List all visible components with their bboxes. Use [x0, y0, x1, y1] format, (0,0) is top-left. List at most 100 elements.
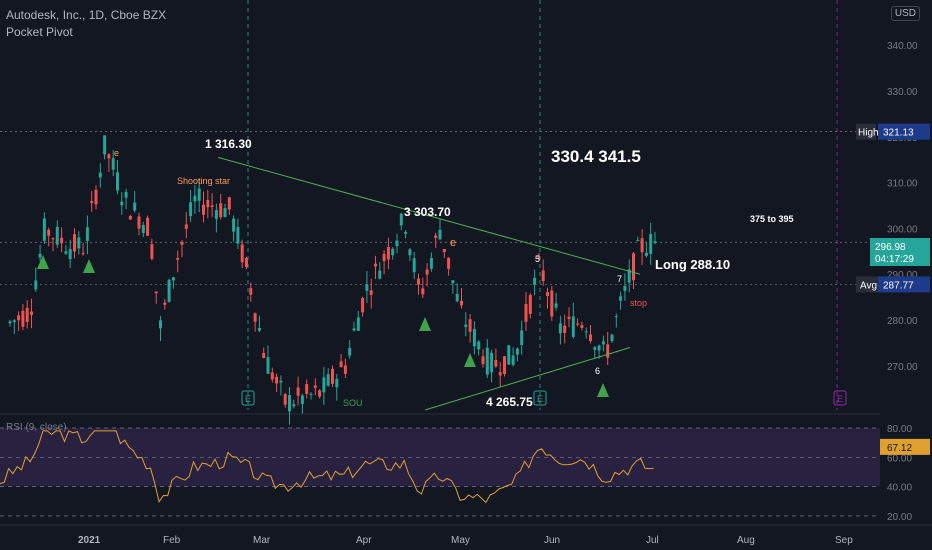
candle-body — [240, 244, 244, 263]
candle-body — [399, 213, 403, 226]
pocket-pivot-marker — [597, 383, 609, 397]
candle-body — [541, 270, 545, 281]
rsi-title: RSI (9, close) — [6, 422, 67, 433]
candle-body — [12, 320, 16, 322]
label-point-1: 1 316.30 — [205, 137, 252, 151]
label-targets: 330.4 341.5 — [551, 147, 641, 166]
high-label-bg — [856, 123, 876, 140]
candle-body — [202, 204, 205, 215]
candle-body — [257, 328, 261, 331]
candle-body — [442, 248, 446, 253]
indicator-label[interactable]: Pocket Pivot — [6, 25, 73, 39]
candle-body — [249, 288, 253, 295]
candle-body — [421, 288, 425, 295]
candle-body — [649, 233, 653, 254]
label-wave-5: 5 — [535, 254, 540, 264]
candle-body — [528, 294, 532, 314]
label-point-4: 4 265.75 — [486, 395, 533, 409]
candle-body — [610, 334, 614, 342]
upper-trendline — [217, 156, 641, 275]
earnings-flag — [833, 390, 847, 406]
candle-body — [606, 344, 610, 358]
rsi-tick: 40.00 — [887, 483, 912, 494]
candle-body — [524, 303, 528, 322]
time-tick: Sep — [835, 535, 853, 546]
candle-body — [515, 348, 519, 355]
label-wave-7: 7 — [617, 274, 622, 284]
time-tick: May — [451, 535, 470, 546]
price-value: 296.98 — [875, 242, 906, 253]
candle-body — [253, 313, 257, 322]
symbol-title[interactable]: Autodesk, Inc., 1D, Cboe BZX — [6, 8, 167, 22]
rsi-line — [0, 430, 654, 504]
candle-body — [141, 225, 145, 234]
candle-body — [176, 258, 180, 260]
candle-body — [365, 284, 369, 291]
candle-body — [584, 331, 588, 333]
candle-body — [245, 258, 248, 267]
candle-body — [460, 300, 463, 306]
time-tick: Apr — [356, 535, 372, 546]
currency-button[interactable]: USD — [890, 6, 920, 21]
candle-body — [25, 307, 29, 322]
candle-body — [219, 203, 223, 218]
label-point-3: 3 303.70 — [404, 205, 451, 219]
candle-body — [124, 191, 128, 198]
earnings-label: E — [245, 394, 251, 404]
time-tick: Mar — [253, 535, 271, 546]
candle-body — [288, 395, 291, 412]
candle-body — [507, 345, 511, 365]
candle-body — [537, 256, 541, 259]
candle-body — [296, 387, 300, 396]
candle-body — [481, 356, 485, 365]
candle-body — [533, 277, 537, 285]
candle-body — [68, 249, 72, 260]
rsi-tick: 60.00 — [887, 453, 912, 464]
candle-body — [632, 253, 635, 281]
candle-body — [576, 323, 580, 325]
lower-trendline — [424, 347, 631, 411]
pocket-pivot-marker — [464, 353, 476, 367]
candle-body — [232, 218, 236, 232]
candle-body — [167, 279, 171, 302]
label-wave-6: 6 — [595, 366, 600, 376]
avg-label: Avg — [860, 280, 877, 291]
candle-body — [589, 334, 592, 341]
candle-body — [189, 202, 193, 217]
label-e-2: e — [450, 237, 456, 249]
candle-body — [571, 316, 575, 337]
price-tick: 340.00 — [887, 41, 918, 52]
candle-body — [309, 393, 313, 395]
candle-body — [197, 188, 201, 201]
candle-body — [55, 226, 59, 245]
candle-body — [494, 359, 498, 367]
candle-body — [116, 172, 119, 191]
time-tick: Feb — [163, 535, 181, 546]
avg-value: 287.77 — [883, 280, 914, 291]
candle-body — [348, 347, 352, 356]
candle-body — [404, 232, 408, 234]
candle-body — [597, 345, 601, 351]
candle-body — [558, 323, 562, 334]
candle-body — [520, 330, 524, 346]
candle-body — [627, 269, 631, 283]
price-tick: 270.00 — [887, 362, 918, 373]
high-label: High — [858, 128, 879, 139]
candle-body — [120, 201, 124, 206]
candle-body — [593, 347, 597, 350]
pocket-pivot-marker — [83, 259, 95, 273]
candle-body — [503, 356, 506, 375]
candle-body — [455, 293, 459, 302]
candle-body — [34, 280, 38, 290]
price-tag — [870, 238, 930, 266]
candle-body — [352, 328, 356, 331]
candle-body — [490, 352, 494, 373]
label-target-range: 375 to 395 — [750, 214, 794, 224]
earnings-flag — [533, 390, 547, 406]
candle-body — [644, 252, 648, 256]
candle-body — [8, 321, 12, 324]
candle-body — [210, 205, 214, 207]
candle-body — [361, 298, 365, 313]
candle-body — [279, 380, 283, 383]
